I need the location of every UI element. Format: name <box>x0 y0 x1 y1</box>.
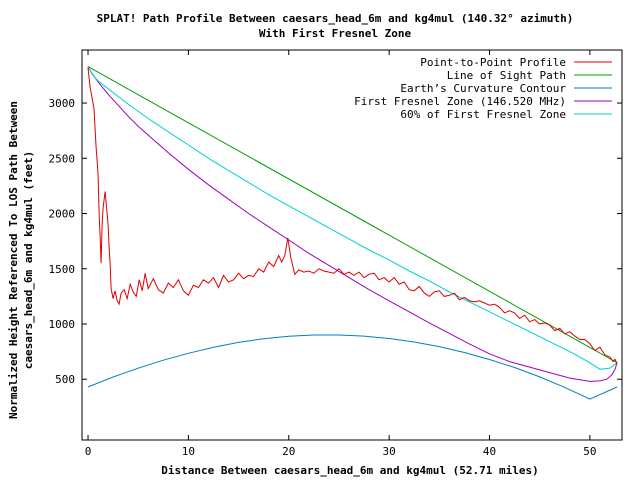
series-layer <box>87 66 618 400</box>
x-tick-label: 20 <box>282 445 295 458</box>
x-tick-label: 0 <box>85 445 92 458</box>
series-line-0 <box>87 67 618 365</box>
y-tick-label: 2000 <box>49 208 76 221</box>
y-axis-label-line1: Normalized Height Referenced To LOS Path… <box>7 101 20 419</box>
axis-ticks: 0 10 20 30 40 50 500 1000 1500 2000 2500 3000 <box>49 50 622 458</box>
x-tick-label: 10 <box>182 445 195 458</box>
series-line-4 <box>87 66 618 370</box>
x-tick-label: 40 <box>483 445 496 458</box>
legend-label-4: 60% of First Fresnel Zone <box>400 108 566 121</box>
chart-title-line1: SPLAT! Path Profile Between caesars_head… <box>97 12 574 25</box>
legend-label-1: Line of Sight Path <box>447 69 566 82</box>
series-line-1 <box>87 66 618 364</box>
x-tick-label: 30 <box>383 445 396 458</box>
chart-title-line2: With First Fresnel Zone <box>259 27 412 40</box>
x-tick-label: 50 <box>583 445 596 458</box>
legend-label-0: Point-to-Point Profile <box>420 56 566 69</box>
legend-label-3: First Fresnel Zone (146.520 MHz) <box>354 95 566 108</box>
series-line-2 <box>87 334 618 400</box>
plot-frame <box>81 49 623 441</box>
y-tick-label: 500 <box>55 373 75 386</box>
y-axis-label-line2: caesars_head_6m and kg4mul (feet) <box>22 151 35 370</box>
y-tick-label: 3000 <box>49 97 76 110</box>
legend-label-2: Earth’s Curvature Contour <box>400 82 566 95</box>
y-tick-label: 1500 <box>49 263 76 276</box>
y-tick-label: 1000 <box>49 318 76 331</box>
x-axis-label: Distance Between caesars_head_6m and kg4… <box>161 464 539 477</box>
series-line-3 <box>87 66 618 382</box>
y-tick-label: 2500 <box>49 152 76 165</box>
